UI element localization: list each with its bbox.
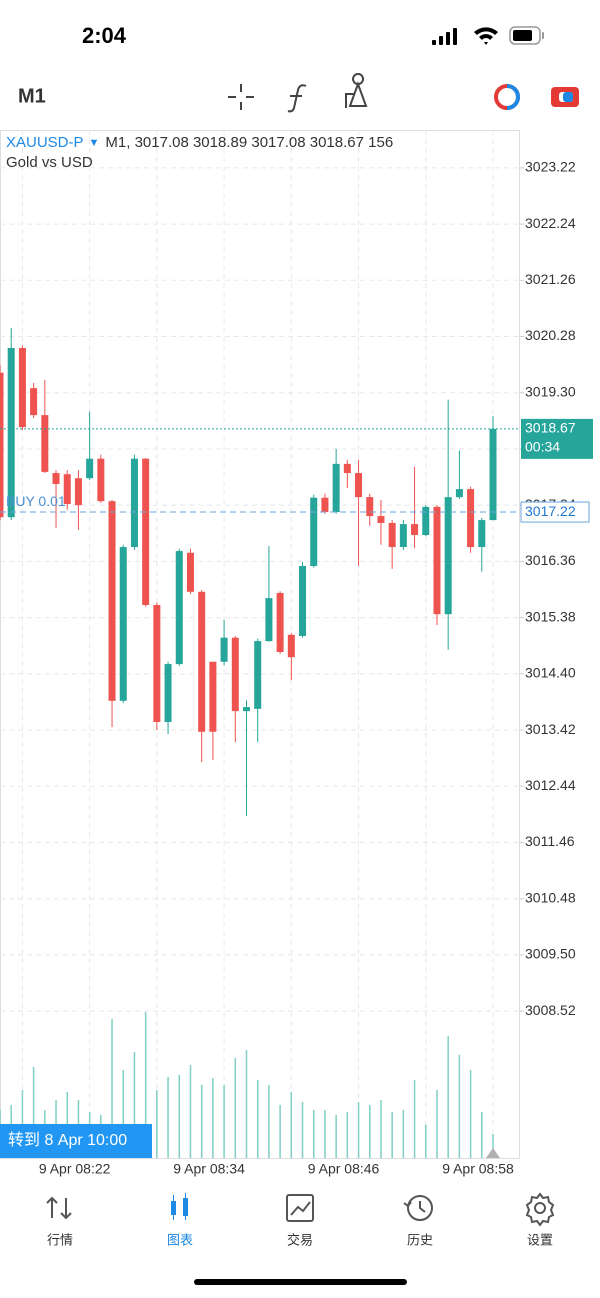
candle-body [153, 604, 161, 723]
plot: 9 Apr 08:22 9 Apr 08:34 9 Apr 08:46 9 Apr 0… [0, 327, 514, 1177]
candle-body [0, 372, 4, 518]
candle-body [52, 473, 60, 484]
candle-body [186, 552, 194, 592]
candle-body [254, 641, 262, 709]
y-tick-label: 3021.26 [525, 271, 576, 287]
y-tick-label: 3014.40 [525, 665, 576, 681]
y-tick-label: 3010.48 [525, 889, 576, 905]
y-tick-label: 3015.38 [525, 608, 576, 624]
symbol-description: Gold vs USD [6, 154, 93, 171]
price-axis: 3023.22 3022.24 3021.26 3020.28 3019.30 3018.… [520, 159, 576, 1018]
timeframe[interactable]: M1 [18, 85, 46, 107]
x-tick-label: 9 Apr 08:58 [442, 1161, 514, 1177]
candle-body [388, 522, 396, 548]
candle-body [63, 474, 71, 505]
tab-label[interactable]: 历史 [407, 1232, 433, 1247]
candle-body [130, 458, 138, 548]
x-tick-label: 9 Apr 08:34 [173, 1161, 245, 1177]
y-tick-label: 3016.36 [525, 552, 576, 568]
candle-body [287, 634, 295, 658]
candle-body [299, 565, 307, 636]
y-tick-label: 3019.30 [525, 383, 576, 399]
candle-body [108, 501, 116, 701]
candle-body [321, 497, 329, 513]
candle-body [97, 458, 105, 502]
candle-body [343, 463, 351, 474]
countdown: 00:34 [525, 439, 560, 455]
status-time: 2:04 [82, 23, 127, 48]
y-tick-label: 3013.42 [525, 721, 576, 737]
y-tick-label: 3008.52 [525, 1002, 576, 1018]
tab-bar: 行情 图表 交易 历史 设置 [46, 1192, 555, 1247]
candle-body [175, 551, 183, 665]
candle-body [377, 516, 385, 523]
account-icons[interactable] [494, 84, 579, 110]
candle-body [366, 497, 374, 517]
candle-body [489, 428, 497, 521]
candle-body [209, 661, 217, 732]
order-label[interactable]: BUY 0.01 [6, 493, 66, 509]
candle-body [198, 591, 206, 732]
chart-header: XAUUSD-P ▼ M1, 3017.08 3018.89 3017.08 301… [6, 134, 393, 151]
candle-body [265, 598, 273, 642]
symbol[interactable]: XAUUSD-P [6, 134, 84, 151]
candle-body [41, 415, 49, 472]
candle-body [310, 497, 318, 566]
candle-body [455, 489, 463, 498]
goto-button[interactable] [0, 1124, 152, 1158]
candle-body [433, 506, 441, 615]
candle-body [231, 637, 239, 712]
overlays: BUY 0.01 3017.22 3018.67 00:34 转到 8 Apr 10:0… [0, 418, 593, 1158]
candle-body [399, 524, 407, 548]
candle-body [276, 592, 284, 653]
candle-body [74, 478, 82, 506]
x-tick-label: 9 Apr 08:22 [39, 1161, 111, 1177]
chart-frame [0, 130, 520, 1159]
candle-body [467, 489, 475, 548]
tab-label[interactable]: 设置 [527, 1232, 553, 1247]
grid [0, 130, 520, 1158]
candle-body [86, 458, 94, 479]
candle-body [332, 463, 340, 513]
candle-body [18, 347, 26, 428]
candle-body [243, 707, 250, 712]
last-price-label: 3018.67 [525, 420, 576, 436]
y-tick-label: 3011.46 [525, 833, 575, 849]
candle-body [478, 520, 486, 548]
status-icons [432, 26, 544, 45]
candle-body [422, 506, 430, 536]
y-tick-label: 3020.28 [525, 327, 576, 343]
goto-button-label[interactable]: 转到 8 Apr 10:00 [8, 1131, 127, 1149]
scroll-marker [486, 1148, 500, 1158]
x-tick-label: 9 Apr 08:46 [308, 1161, 380, 1177]
candle-body [119, 547, 127, 701]
last-price-box [521, 418, 593, 459]
candle-body [444, 497, 452, 615]
candle-body [164, 664, 172, 723]
order-price-box [520, 501, 590, 523]
toolbar-icons[interactable] [228, 73, 368, 113]
candle-body [411, 524, 419, 536]
tab-label[interactable]: 图表 [167, 1232, 193, 1247]
tab-label[interactable]: 交易 [287, 1232, 313, 1247]
candle-body [142, 458, 150, 605]
home-indicator [194, 1279, 407, 1285]
tab-label[interactable]: 行情 [47, 1232, 73, 1247]
ohlc-info: M1, 3017.08 3018.89 3017.08 3018.67 156 [105, 134, 393, 151]
order-price-label: 3017.22 [525, 503, 576, 519]
y-tick-label: 3022.24 [525, 215, 576, 231]
y-tick-label: 3012.44 [525, 777, 576, 793]
y-tick-label: 3023.22 [525, 159, 576, 175]
candle-body [220, 637, 228, 662]
candle-body [7, 347, 15, 518]
candle-body [30, 388, 38, 416]
y-tick-label: 3009.50 [525, 946, 576, 962]
candle-body [355, 473, 363, 498]
